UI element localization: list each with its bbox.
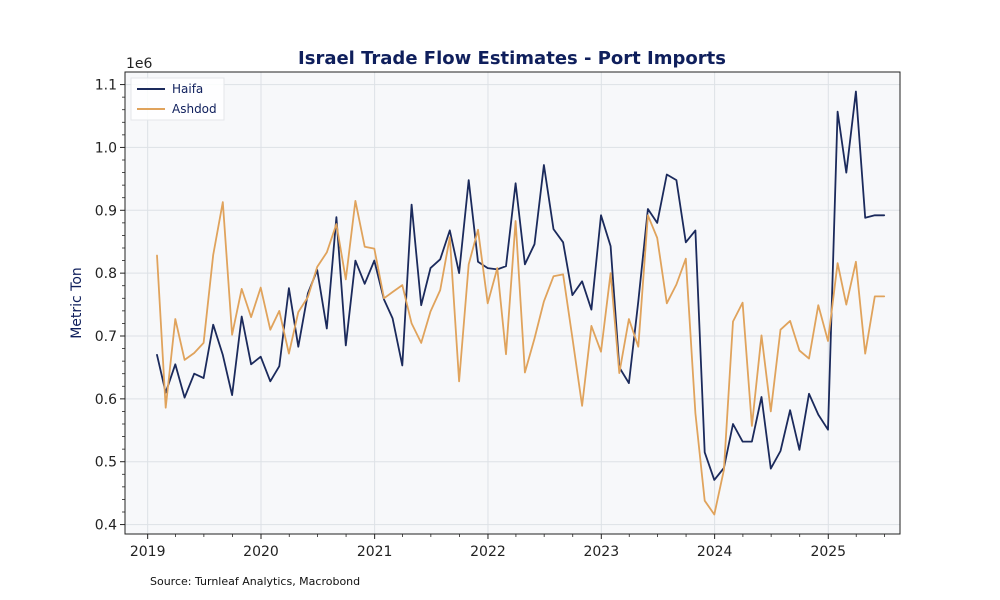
source-note: Source: Turnleaf Analytics, Macrobond: [150, 575, 360, 588]
grid: [125, 72, 900, 534]
chart-title: Israel Trade Flow Estimates - Port Impor…: [298, 48, 726, 69]
x-tick-label: 2020: [243, 544, 279, 560]
x-tick-label: 2019: [130, 544, 166, 560]
y-tick-label: 0.9: [95, 203, 117, 219]
legend-box: [130, 77, 225, 121]
y-tick-label: 0.7: [95, 329, 117, 345]
y-tick-label: 0.5: [95, 455, 117, 471]
plot-area: [125, 72, 900, 534]
series-layer: [156, 90, 886, 516]
legend: Haifa Ashdod: [130, 77, 225, 121]
y-tick-label: 1.0: [95, 140, 117, 156]
x-tick-label: 2021: [357, 544, 393, 560]
series-line-haifa: [156, 90, 886, 481]
y-tick-label: 0.8: [95, 266, 117, 282]
series-line-ashdod: [156, 199, 886, 516]
y-tick-label: 0.6: [95, 392, 117, 408]
y-tick-label: 0.4: [95, 518, 117, 534]
plot-frame: [124, 71, 901, 535]
legend-label-haifa: Haifa: [172, 82, 203, 96]
x-tick-label: 2022: [470, 544, 506, 560]
y-axis-label: Metric Ton: [69, 267, 85, 339]
y-tick-label: 1.1: [95, 78, 117, 94]
x-tick-label: 2024: [697, 544, 733, 560]
axes: 0.4 0.5 0.6 0.7 0.8 0.9 1.0 1.1 2019 2020 2021 2022…: [95, 78, 885, 560]
x-tick-label: 2023: [583, 544, 619, 560]
legend-label-ashdod: Ashdod: [172, 102, 217, 116]
y-offset-label: 1e6: [126, 56, 153, 72]
x-tick-label: 2025: [810, 544, 846, 560]
